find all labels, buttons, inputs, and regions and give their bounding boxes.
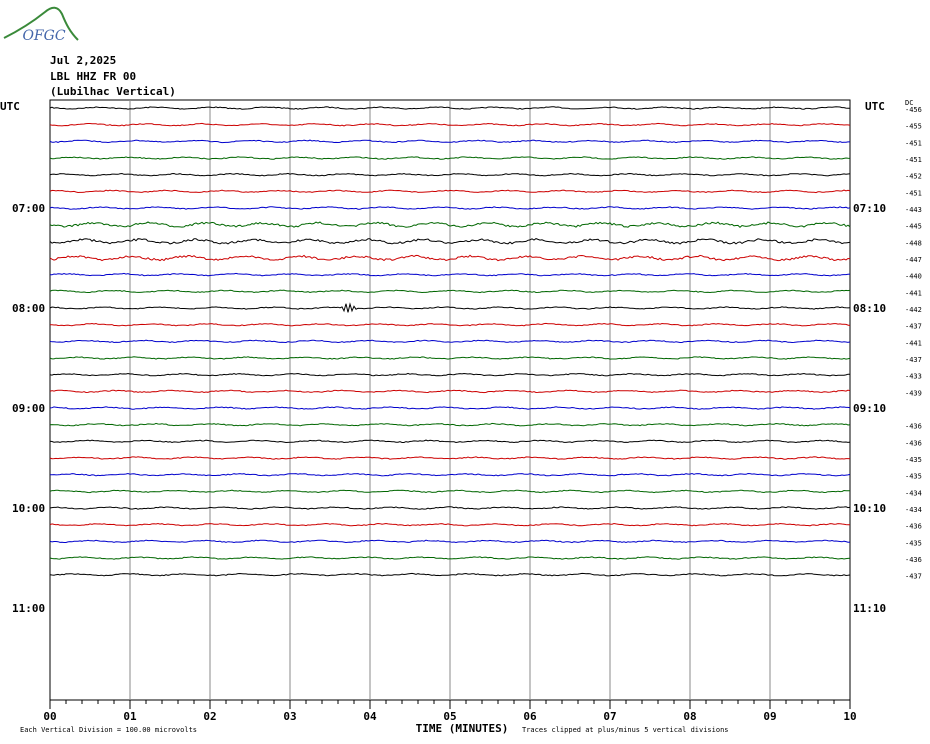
trace xyxy=(49,139,850,144)
trace xyxy=(49,189,851,194)
x-tick-label: 03 xyxy=(283,710,296,723)
logo-mark xyxy=(3,6,79,41)
trace xyxy=(49,539,851,544)
x-tick-label: 10 xyxy=(843,710,856,723)
logo: OFGC xyxy=(3,6,79,44)
left-header: UTC xyxy=(0,100,20,113)
dc-label: -455 xyxy=(905,123,922,131)
dc-label: -436 xyxy=(905,523,922,531)
trace xyxy=(49,272,851,277)
trace xyxy=(49,456,851,460)
trace xyxy=(49,472,851,477)
trace xyxy=(49,506,851,510)
title-line: (Lubilhac Vertical) xyxy=(50,85,176,98)
dc-label: -435 xyxy=(905,456,922,464)
hour-label: 09:00 xyxy=(12,402,45,415)
dc-label: -433 xyxy=(905,373,922,381)
dc-header: DC xyxy=(905,99,913,107)
hour-label: 07:00 xyxy=(12,202,45,215)
trace xyxy=(49,221,851,228)
dc-label: -451 xyxy=(905,189,922,197)
logo-text: OFGC xyxy=(22,28,65,44)
dc-label: -437 xyxy=(905,323,922,331)
trace xyxy=(49,122,851,127)
dc-label: -448 xyxy=(905,239,922,247)
x-axis-label: TIME (MINUTES) xyxy=(416,722,509,735)
trace xyxy=(49,489,851,494)
x-tick-label: 07 xyxy=(603,710,616,723)
title-line: Jul 2,2025 xyxy=(50,54,116,67)
trace xyxy=(49,206,851,210)
dc-label: -434 xyxy=(905,506,922,514)
trace xyxy=(49,339,851,344)
trace xyxy=(49,556,851,560)
trace xyxy=(49,106,850,110)
right-header: UTC xyxy=(865,100,885,113)
hour-label: 09:10 xyxy=(853,402,886,415)
trace xyxy=(49,522,851,527)
trace xyxy=(49,389,851,394)
dc-label: -451 xyxy=(905,139,922,147)
dc-label: -437 xyxy=(905,356,922,364)
dc-label: -437 xyxy=(905,573,922,581)
trace xyxy=(49,406,851,410)
dc-label: -435 xyxy=(905,473,922,481)
trace xyxy=(49,439,851,444)
trace xyxy=(49,422,851,427)
trace xyxy=(50,322,851,327)
dc-label: -441 xyxy=(905,339,922,347)
dc-label: -447 xyxy=(905,256,922,264)
trace xyxy=(49,156,851,160)
hour-label: 11:00 xyxy=(12,602,45,615)
trace xyxy=(49,356,851,360)
dc-label: -436 xyxy=(905,423,922,431)
dc-label: -440 xyxy=(905,273,922,281)
dc-label: -435 xyxy=(905,539,922,547)
dc-label: -436 xyxy=(905,439,922,447)
trace xyxy=(49,238,851,245)
scale-note: Each Vertical Division = 100.00 microvol… xyxy=(20,726,197,734)
hour-label: 10:00 xyxy=(12,502,45,515)
x-tick-label: 00 xyxy=(43,710,56,723)
dc-label: -434 xyxy=(905,489,922,497)
hour-label: 07:10 xyxy=(853,202,886,215)
x-tick-label: 01 xyxy=(123,710,137,723)
x-tick-label: 09 xyxy=(763,710,776,723)
dc-label: -441 xyxy=(905,289,922,297)
dc-label: -445 xyxy=(905,223,922,231)
x-tick-label: 02 xyxy=(203,710,216,723)
dc-label: -456 xyxy=(905,106,922,114)
trace xyxy=(49,372,851,377)
clip-note: Traces clipped at plus/minus 5 vertical … xyxy=(522,726,729,734)
dc-label: -452 xyxy=(905,173,922,181)
hour-label: 08:00 xyxy=(12,302,45,315)
trace xyxy=(49,254,851,262)
x-tick-label: 08 xyxy=(683,710,696,723)
dc-label: -439 xyxy=(905,389,922,397)
trace xyxy=(49,172,851,177)
title-line: LBL HHZ FR 00 xyxy=(50,70,136,83)
dc-label: -442 xyxy=(905,306,922,314)
trace xyxy=(49,302,851,313)
dc-label: -451 xyxy=(905,156,922,164)
hour-label: 11:10 xyxy=(853,602,886,615)
x-tick-label: 04 xyxy=(363,710,377,723)
dc-label: -436 xyxy=(905,556,922,564)
dc-label: -443 xyxy=(905,206,922,214)
x-tick-label: 05 xyxy=(443,710,456,723)
hour-label: 08:10 xyxy=(853,302,886,315)
hour-label: 10:10 xyxy=(853,502,886,515)
trace xyxy=(49,572,851,577)
trace xyxy=(49,289,851,294)
x-tick-label: 06 xyxy=(523,710,537,723)
